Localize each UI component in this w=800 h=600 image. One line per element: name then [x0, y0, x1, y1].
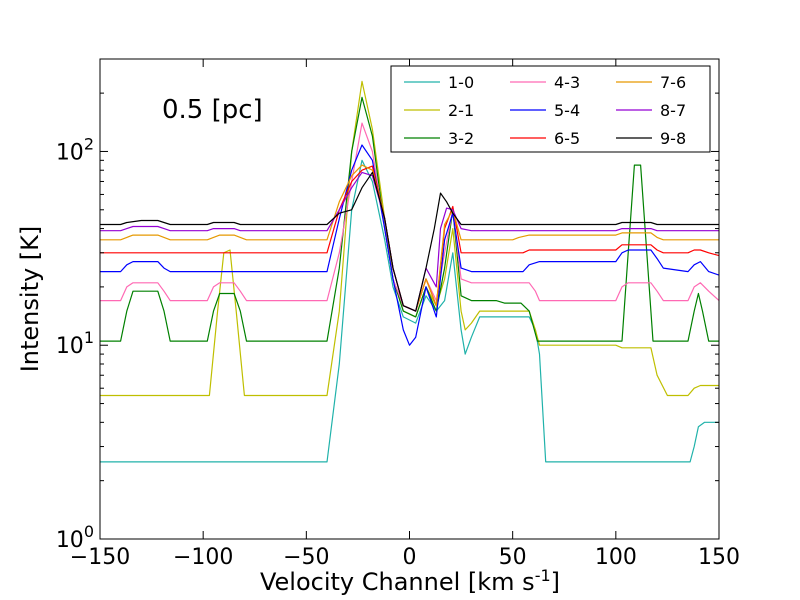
plot-frame — [99, 58, 720, 540]
x-axis-title-end: ] — [551, 568, 560, 596]
x-tick-label: −150 — [70, 545, 130, 570]
series-line-9-8 — [100, 171, 719, 312]
x-tick-label: −100 — [173, 545, 233, 570]
x-axis-title-superscript: -1 — [535, 566, 551, 585]
legend-label-4-3: 4-3 — [554, 73, 580, 92]
x-tick-label: −50 — [283, 545, 329, 570]
y-tick-label-base: 10 — [56, 528, 84, 553]
y-tick-label: 101 — [56, 328, 94, 359]
y-tick-label-base: 10 — [56, 140, 84, 165]
x-tick-label: 50 — [499, 545, 527, 570]
legend-label-1-0: 1-0 — [448, 73, 474, 92]
legend-label-7-6: 7-6 — [660, 73, 686, 92]
y-axis-title: Intensity [K] — [16, 226, 44, 373]
legend-label-8-7: 8-7 — [660, 101, 686, 120]
legend-label-3-2: 3-2 — [448, 129, 474, 148]
scale-annotation: 0.5 [pc] — [162, 95, 263, 125]
y-tick-label-exponent: 1 — [84, 328, 94, 347]
y-tick-label-exponent: 0 — [84, 522, 94, 541]
x-axis-title: Velocity Channel [km s-1] — [260, 566, 560, 596]
y-tick-label-base: 10 — [56, 334, 84, 359]
legend: 1-0 2-1 3-2 4-3 5-4 6-5 7-6 8-7 9-8 — [390, 65, 711, 153]
y-tick-label-exponent: 2 — [84, 134, 94, 153]
x-tick-label: 0 — [403, 545, 417, 570]
x-tick-label: 150 — [698, 545, 740, 570]
y-tick-label: 102 — [56, 134, 94, 165]
legend-box — [390, 65, 711, 153]
x-axis-title-main: Velocity Channel [km s — [260, 568, 535, 596]
legend-label-9-8: 9-8 — [660, 129, 686, 148]
x-tick-label: 100 — [595, 545, 637, 570]
legend-label-5-4: 5-4 — [554, 101, 580, 120]
legend-label-2-1: 2-1 — [448, 101, 474, 120]
series-group — [100, 80, 719, 463]
legend-label-6-5: 6-5 — [554, 129, 580, 148]
series-line-8-7 — [100, 171, 719, 312]
y-tick-label: 100 — [56, 522, 94, 553]
series-line-5-4 — [100, 144, 719, 346]
